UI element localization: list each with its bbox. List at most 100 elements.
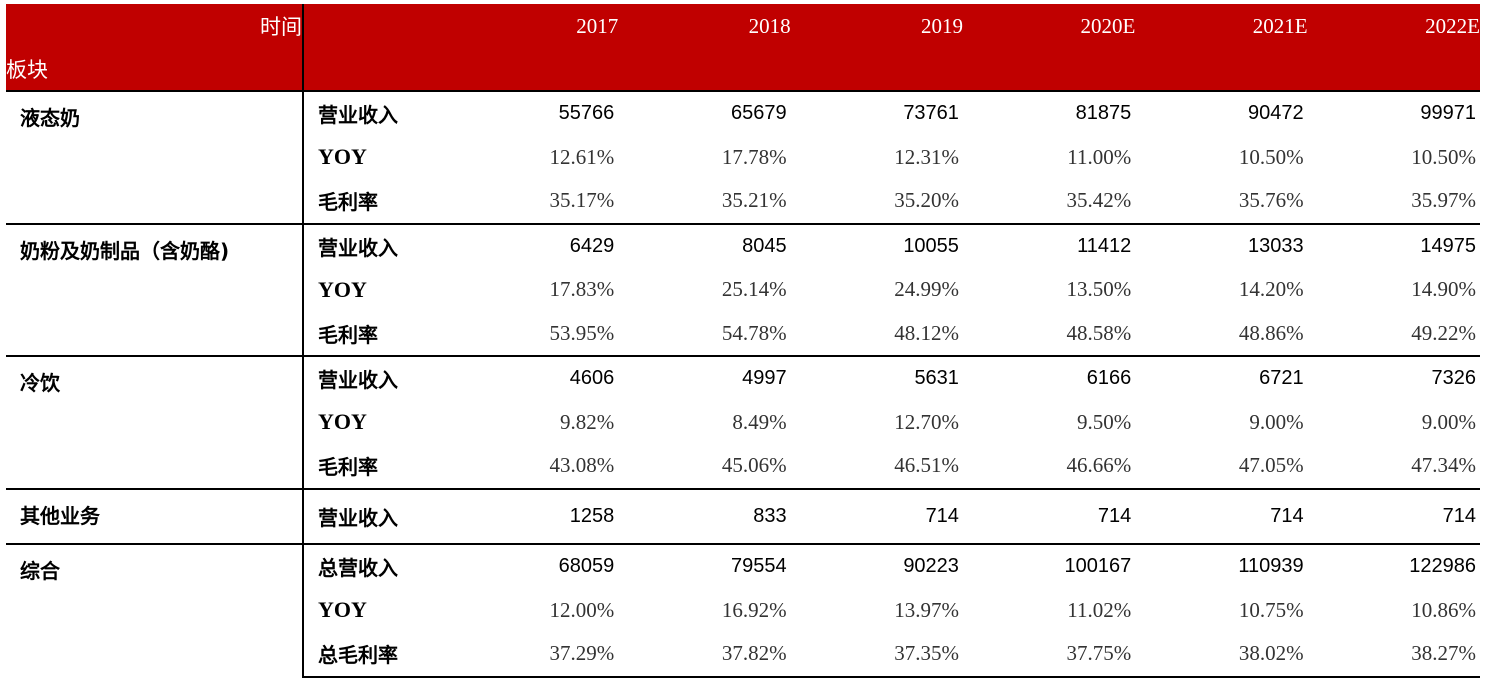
value-cell: 8.49% xyxy=(732,409,787,434)
value-cell: 38.27% xyxy=(1307,632,1480,678)
value-cell: 714 xyxy=(1307,487,1480,544)
metric-label: YOY xyxy=(318,144,367,170)
value-cell: 7326 xyxy=(1307,355,1480,401)
table-row: 其他业务 营业收入 1258 833 714 714 714 714 xyxy=(6,487,1480,544)
header-year: 2020E xyxy=(962,4,1136,48)
metric-label: 营业收入 xyxy=(303,222,446,268)
table-row: YOY 12.00% 16.92% 13.97% 11.02% 10.75% 10.86% xyxy=(6,589,1480,633)
value-cell: 10055 xyxy=(790,222,963,268)
header-year: 2021E xyxy=(1135,4,1308,48)
value-cell: 714 xyxy=(962,487,1136,544)
value-cell: 35.97% xyxy=(1411,188,1476,213)
segment-revenue-table: 时间 2017 2018 2019 2020E 2021E 2022E 板块 液… xyxy=(6,4,1480,678)
value-cell: 13033 xyxy=(1135,222,1308,268)
value-cell: 13.50% xyxy=(1066,277,1132,302)
value-cell: 45.06% xyxy=(721,453,787,478)
value-cell: 1258 xyxy=(445,487,619,544)
value-cell: 68059 xyxy=(445,543,619,589)
table-row: YOY 17.83% 25.14% 24.99% 13.50% 14.20% 14.90% xyxy=(6,268,1480,312)
table-row: 毛利率 35.17% 35.21% 35.20% 35.42% 35.76% 35.97% xyxy=(6,179,1480,224)
header-blank-cell xyxy=(1135,48,1308,91)
value-cell: 37.75% xyxy=(962,632,1136,678)
header-row-years: 时间 2017 2018 2019 2020E 2021E 2022E xyxy=(6,4,1480,48)
value-cell: 12.00% xyxy=(549,597,615,622)
table-row: 冷饮 营业收入 4606 4997 5631 6166 6721 7326 xyxy=(6,355,1480,489)
header-row-segment: 板块 xyxy=(6,48,1480,91)
value-cell: 714 xyxy=(1135,487,1308,544)
metric-label: 总毛利率 xyxy=(303,632,446,678)
metric-label: YOY xyxy=(318,597,367,623)
value-cell: 90223 xyxy=(790,543,963,589)
segment-label: 奶粉及奶制品（含奶酪) xyxy=(6,222,305,356)
value-cell: 12.61% xyxy=(549,144,615,169)
value-cell: 99971 xyxy=(1307,90,1480,136)
value-cell: 46.66% xyxy=(1066,453,1132,478)
value-cell: 46.51% xyxy=(894,453,959,478)
table-row: YOY 12.61% 17.78% 12.31% 11.00% 10.50% 10.50% xyxy=(6,136,1480,180)
value-cell: 9.82% xyxy=(560,409,615,434)
header-blank-cell xyxy=(1307,48,1480,91)
value-cell: 100167 xyxy=(962,543,1136,589)
value-cell: 24.99% xyxy=(894,277,959,302)
value-cell: 10.86% xyxy=(1411,597,1476,622)
value-cell: 43.08% xyxy=(549,453,615,478)
value-cell: 53.95% xyxy=(549,320,615,345)
table-row: 毛利率 53.95% 54.78% 48.12% 48.58% 48.86% 49.22% xyxy=(6,312,1480,357)
header-year: 2018 xyxy=(618,4,791,48)
value-cell: 122986 xyxy=(1307,543,1480,589)
value-cell: 25.14% xyxy=(721,277,787,302)
value-cell: 49.22% xyxy=(1411,320,1476,345)
table-body: 液态奶 营业收入 55766 65679 73761 81875 90472 99971 YOY… xyxy=(6,90,1480,678)
segment-label: 其他业务 xyxy=(6,487,305,544)
value-cell: 11.02% xyxy=(1067,597,1132,622)
value-cell: 12.31% xyxy=(894,144,959,169)
value-cell: 35.76% xyxy=(1238,188,1304,213)
value-cell: 14.90% xyxy=(1411,277,1476,302)
table-row: 综合 总营收入 68059 79554 90223 100167 110939 122986 xyxy=(6,543,1480,677)
header-blank-cell xyxy=(445,48,619,91)
metric-label: 营业收入 xyxy=(303,90,446,136)
value-cell: 14975 xyxy=(1307,222,1480,268)
value-cell: 54.78% xyxy=(721,320,787,345)
value-cell: 14.20% xyxy=(1238,277,1304,302)
value-cell: 6166 xyxy=(962,355,1136,401)
value-cell: 6721 xyxy=(1135,355,1308,401)
header-blank-cell xyxy=(962,48,1136,91)
header-blank-cell xyxy=(618,48,791,91)
value-cell: 47.05% xyxy=(1238,453,1304,478)
metric-label: 毛利率 xyxy=(318,455,379,480)
value-cell: 48.58% xyxy=(1066,320,1132,345)
value-cell: 73761 xyxy=(790,90,963,136)
value-cell: 12.70% xyxy=(894,409,959,434)
segment-label: 综合 xyxy=(6,543,305,677)
value-cell: 16.92% xyxy=(721,597,787,622)
value-cell: 48.86% xyxy=(1238,320,1304,345)
value-cell: 11412 xyxy=(962,222,1136,268)
table-row: 液态奶 营业收入 55766 65679 73761 81875 90472 99971 xyxy=(6,90,1480,224)
segment-label: 液态奶 xyxy=(6,90,305,224)
value-cell: 4606 xyxy=(445,355,619,401)
header-corner-segment: 板块 xyxy=(6,48,305,91)
header-blank-cell xyxy=(303,48,446,91)
value-cell: 81875 xyxy=(962,90,1136,136)
value-cell: 833 xyxy=(618,487,791,544)
value-cell: 110939 xyxy=(1135,543,1308,589)
value-cell: 79554 xyxy=(618,543,791,589)
metric-label: 毛利率 xyxy=(318,322,379,347)
table-row: 奶粉及奶制品（含奶酪) 营业收入 6429 8045 10055 11412 13033 14… xyxy=(6,222,1480,356)
table-row: 毛利率 43.08% 45.06% 46.51% 46.66% 47.05% 47.34% xyxy=(6,444,1480,489)
header-empty-metric xyxy=(303,4,446,48)
value-cell: 38.02% xyxy=(1135,632,1308,678)
value-cell: 35.17% xyxy=(549,188,615,213)
value-cell: 37.82% xyxy=(618,632,791,678)
value-cell: 37.35% xyxy=(790,632,963,678)
value-cell: 5631 xyxy=(790,355,963,401)
value-cell: 48.12% xyxy=(894,320,959,345)
value-cell: 10.50% xyxy=(1411,144,1476,169)
value-cell: 4997 xyxy=(618,355,791,401)
value-cell: 9.50% xyxy=(1077,409,1132,434)
value-cell: 37.29% xyxy=(445,632,619,678)
financial-table-container: 时间 2017 2018 2019 2020E 2021E 2022E 板块 液… xyxy=(6,4,1480,678)
metric-label: 营业收入 xyxy=(303,487,446,544)
value-cell: 17.78% xyxy=(721,144,787,169)
